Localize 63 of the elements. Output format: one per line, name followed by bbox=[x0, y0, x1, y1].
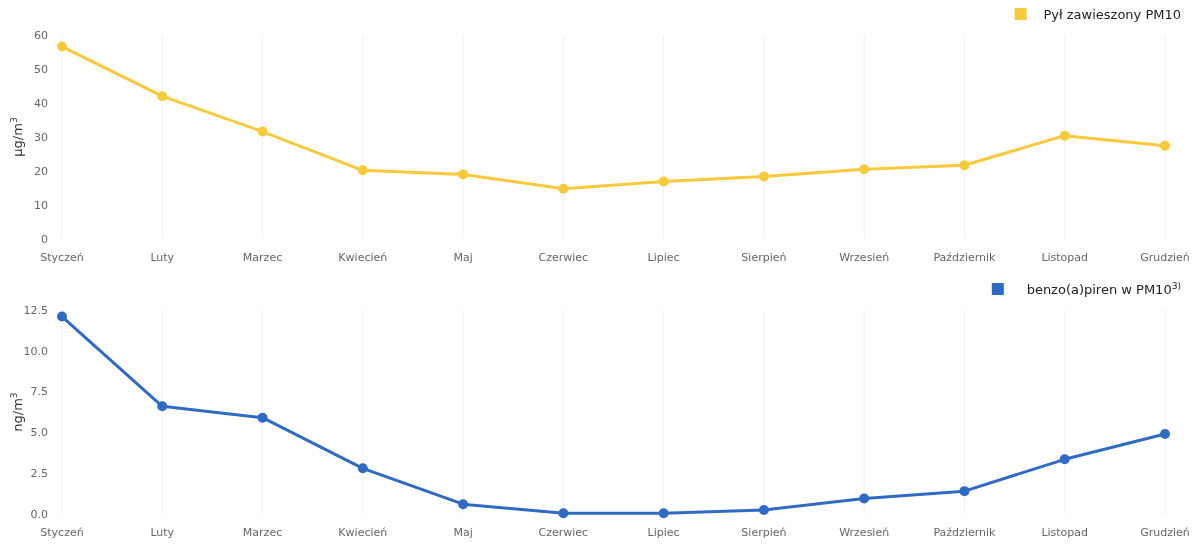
x-tick-label: Lipiec bbox=[647, 251, 680, 264]
point bbox=[257, 126, 268, 137]
point bbox=[458, 499, 469, 510]
x-tick-label: Wrzesień bbox=[839, 251, 890, 264]
x-tick-label: Sierpień bbox=[741, 526, 787, 539]
x-tick-label: Sierpień bbox=[741, 251, 787, 264]
x-tick-label: Luty bbox=[150, 251, 175, 264]
x-tick-label: Wrzesień bbox=[839, 526, 890, 539]
point bbox=[658, 508, 669, 519]
y-tick-label: 0.0 bbox=[30, 507, 48, 521]
point bbox=[257, 412, 268, 423]
x-tick-label: Październik bbox=[933, 526, 997, 539]
point bbox=[1160, 140, 1170, 151]
x-tick-label: Październik bbox=[933, 251, 997, 264]
point bbox=[357, 165, 368, 176]
y-tick-label: 60 bbox=[34, 28, 48, 42]
point bbox=[758, 504, 769, 515]
x-tick-label: Maj bbox=[453, 526, 473, 539]
y-tick-label: 50 bbox=[34, 62, 48, 76]
point bbox=[357, 463, 368, 474]
point bbox=[558, 183, 569, 194]
x-tick-label: Marzec bbox=[242, 251, 283, 264]
point bbox=[157, 91, 168, 102]
x-tick-label: Luty bbox=[150, 526, 175, 539]
y-tick-label: 2.5 bbox=[30, 467, 48, 481]
point bbox=[959, 486, 970, 497]
point bbox=[1059, 130, 1070, 141]
legend-label: benzo(a)piren w PM10$^{3)}$ bbox=[1026, 280, 1181, 297]
point bbox=[658, 176, 669, 187]
x-tick-label: Maj bbox=[453, 251, 473, 264]
y-tick-label: 10.0 bbox=[23, 344, 48, 358]
point bbox=[1059, 454, 1070, 465]
point bbox=[558, 508, 569, 519]
point bbox=[57, 41, 67, 52]
point bbox=[859, 164, 870, 175]
x-tick-label: Grudzień bbox=[1140, 526, 1190, 539]
y-tick-label: 5.0 bbox=[30, 426, 48, 440]
y-tick-label: 10 bbox=[34, 198, 48, 212]
point bbox=[859, 493, 870, 504]
legend-label: Pył zawieszony PM10 bbox=[1043, 6, 1181, 22]
y-tick-label: 20 bbox=[34, 164, 48, 178]
point bbox=[959, 160, 970, 171]
x-tick-label: Kwiecień bbox=[338, 251, 388, 264]
y-tick-label: 40 bbox=[34, 96, 48, 110]
x-tick-label: Listopad bbox=[1041, 251, 1089, 264]
point bbox=[157, 401, 168, 412]
y-tick-label: 30 bbox=[34, 130, 48, 144]
x-tick-label: Grudzień bbox=[1140, 251, 1190, 264]
point bbox=[758, 171, 769, 182]
y-tick-label: 7.5 bbox=[30, 385, 48, 399]
x-tick-label: Styczeń bbox=[40, 251, 84, 264]
x-tick-label: Listopad bbox=[1041, 526, 1089, 539]
y-tick-label: 0 bbox=[41, 232, 48, 246]
point bbox=[57, 311, 67, 322]
x-tick-label: Kwiecień bbox=[338, 526, 388, 539]
x-tick-label: Styczeń bbox=[40, 526, 84, 539]
y-tick-label: 12.5 bbox=[23, 303, 48, 317]
point bbox=[458, 169, 469, 180]
x-tick-label: Czerwiec bbox=[538, 526, 589, 539]
x-tick-label: Marzec bbox=[242, 526, 283, 539]
x-tick-label: Czerwiec bbox=[538, 251, 589, 264]
x-tick-label: Lipiec bbox=[647, 526, 680, 539]
point bbox=[1160, 429, 1170, 440]
